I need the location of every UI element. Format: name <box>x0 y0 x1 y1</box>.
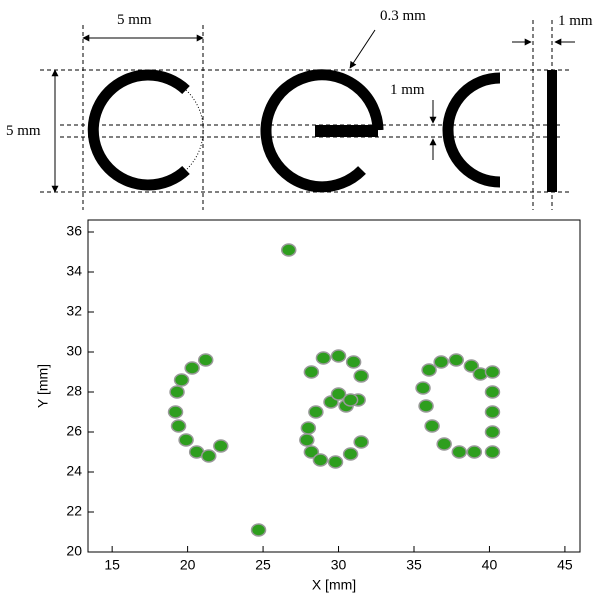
point <box>452 446 466 458</box>
point <box>416 382 430 394</box>
point <box>449 354 463 366</box>
dim-label: 1 mm <box>390 82 425 98</box>
dim-label: 5 mm <box>6 123 41 139</box>
point <box>419 400 433 412</box>
point <box>175 374 189 386</box>
point <box>316 352 330 364</box>
y-tick-label: 20 <box>66 543 82 559</box>
x-tick-label: 25 <box>255 557 271 573</box>
x-tick-label: 15 <box>104 557 120 573</box>
y-tick-label: 26 <box>66 423 82 439</box>
point <box>354 436 368 448</box>
point <box>354 370 368 382</box>
x-tick-label: 30 <box>331 557 347 573</box>
point <box>467 446 481 458</box>
y-tick-label: 32 <box>66 303 82 319</box>
point <box>485 406 499 418</box>
x-tick-label: 20 <box>180 557 196 573</box>
point <box>202 450 216 462</box>
point <box>282 244 296 256</box>
point <box>172 420 186 432</box>
point <box>422 364 436 376</box>
dim-label: 1 mm <box>558 13 593 29</box>
point <box>437 438 451 450</box>
plot-frame <box>88 220 580 552</box>
y-tick-label: 28 <box>66 383 82 399</box>
x-tick-label: 45 <box>557 557 573 573</box>
point <box>485 446 499 458</box>
figure: 5 mm 0.3 mm 1 mm 1 mm 5 mm 15 20 25 30 35 40 4… <box>0 0 602 599</box>
point <box>434 356 448 368</box>
point <box>332 350 346 362</box>
point <box>185 362 199 374</box>
y-tick-label: 24 <box>66 463 82 479</box>
y-tick-label: 30 <box>66 343 82 359</box>
point <box>329 456 343 468</box>
point <box>304 366 318 378</box>
plot: 15 20 25 30 35 40 45 20 22 24 26 28 30 32 34 36 X [mm] Y … <box>35 220 580 593</box>
point <box>179 434 193 446</box>
dim-label: 0.3 mm <box>380 8 426 24</box>
point <box>344 394 358 406</box>
y-tick-label: 22 <box>66 503 82 519</box>
dim-label: 5 mm <box>117 12 152 28</box>
point <box>199 354 213 366</box>
x-axis-label: X [mm] <box>312 577 356 593</box>
point <box>344 448 358 460</box>
point <box>485 366 499 378</box>
point <box>485 386 499 398</box>
point <box>347 356 361 368</box>
point <box>252 524 266 536</box>
y-axis-label: Y [mm] <box>35 364 51 408</box>
letter-diagram: 5 mm 0.3 mm 1 mm 1 mm 5 mm <box>6 8 593 210</box>
x-tick-label: 35 <box>406 557 422 573</box>
point <box>309 406 323 418</box>
point <box>425 420 439 432</box>
point <box>214 440 228 452</box>
y-tick-label: 36 <box>66 223 82 239</box>
x-tick-label: 40 <box>482 557 498 573</box>
point <box>170 386 184 398</box>
y-tick-label: 34 <box>66 263 82 279</box>
point <box>485 426 499 438</box>
point <box>301 422 315 434</box>
point <box>313 454 327 466</box>
point <box>169 406 183 418</box>
point <box>300 434 314 446</box>
